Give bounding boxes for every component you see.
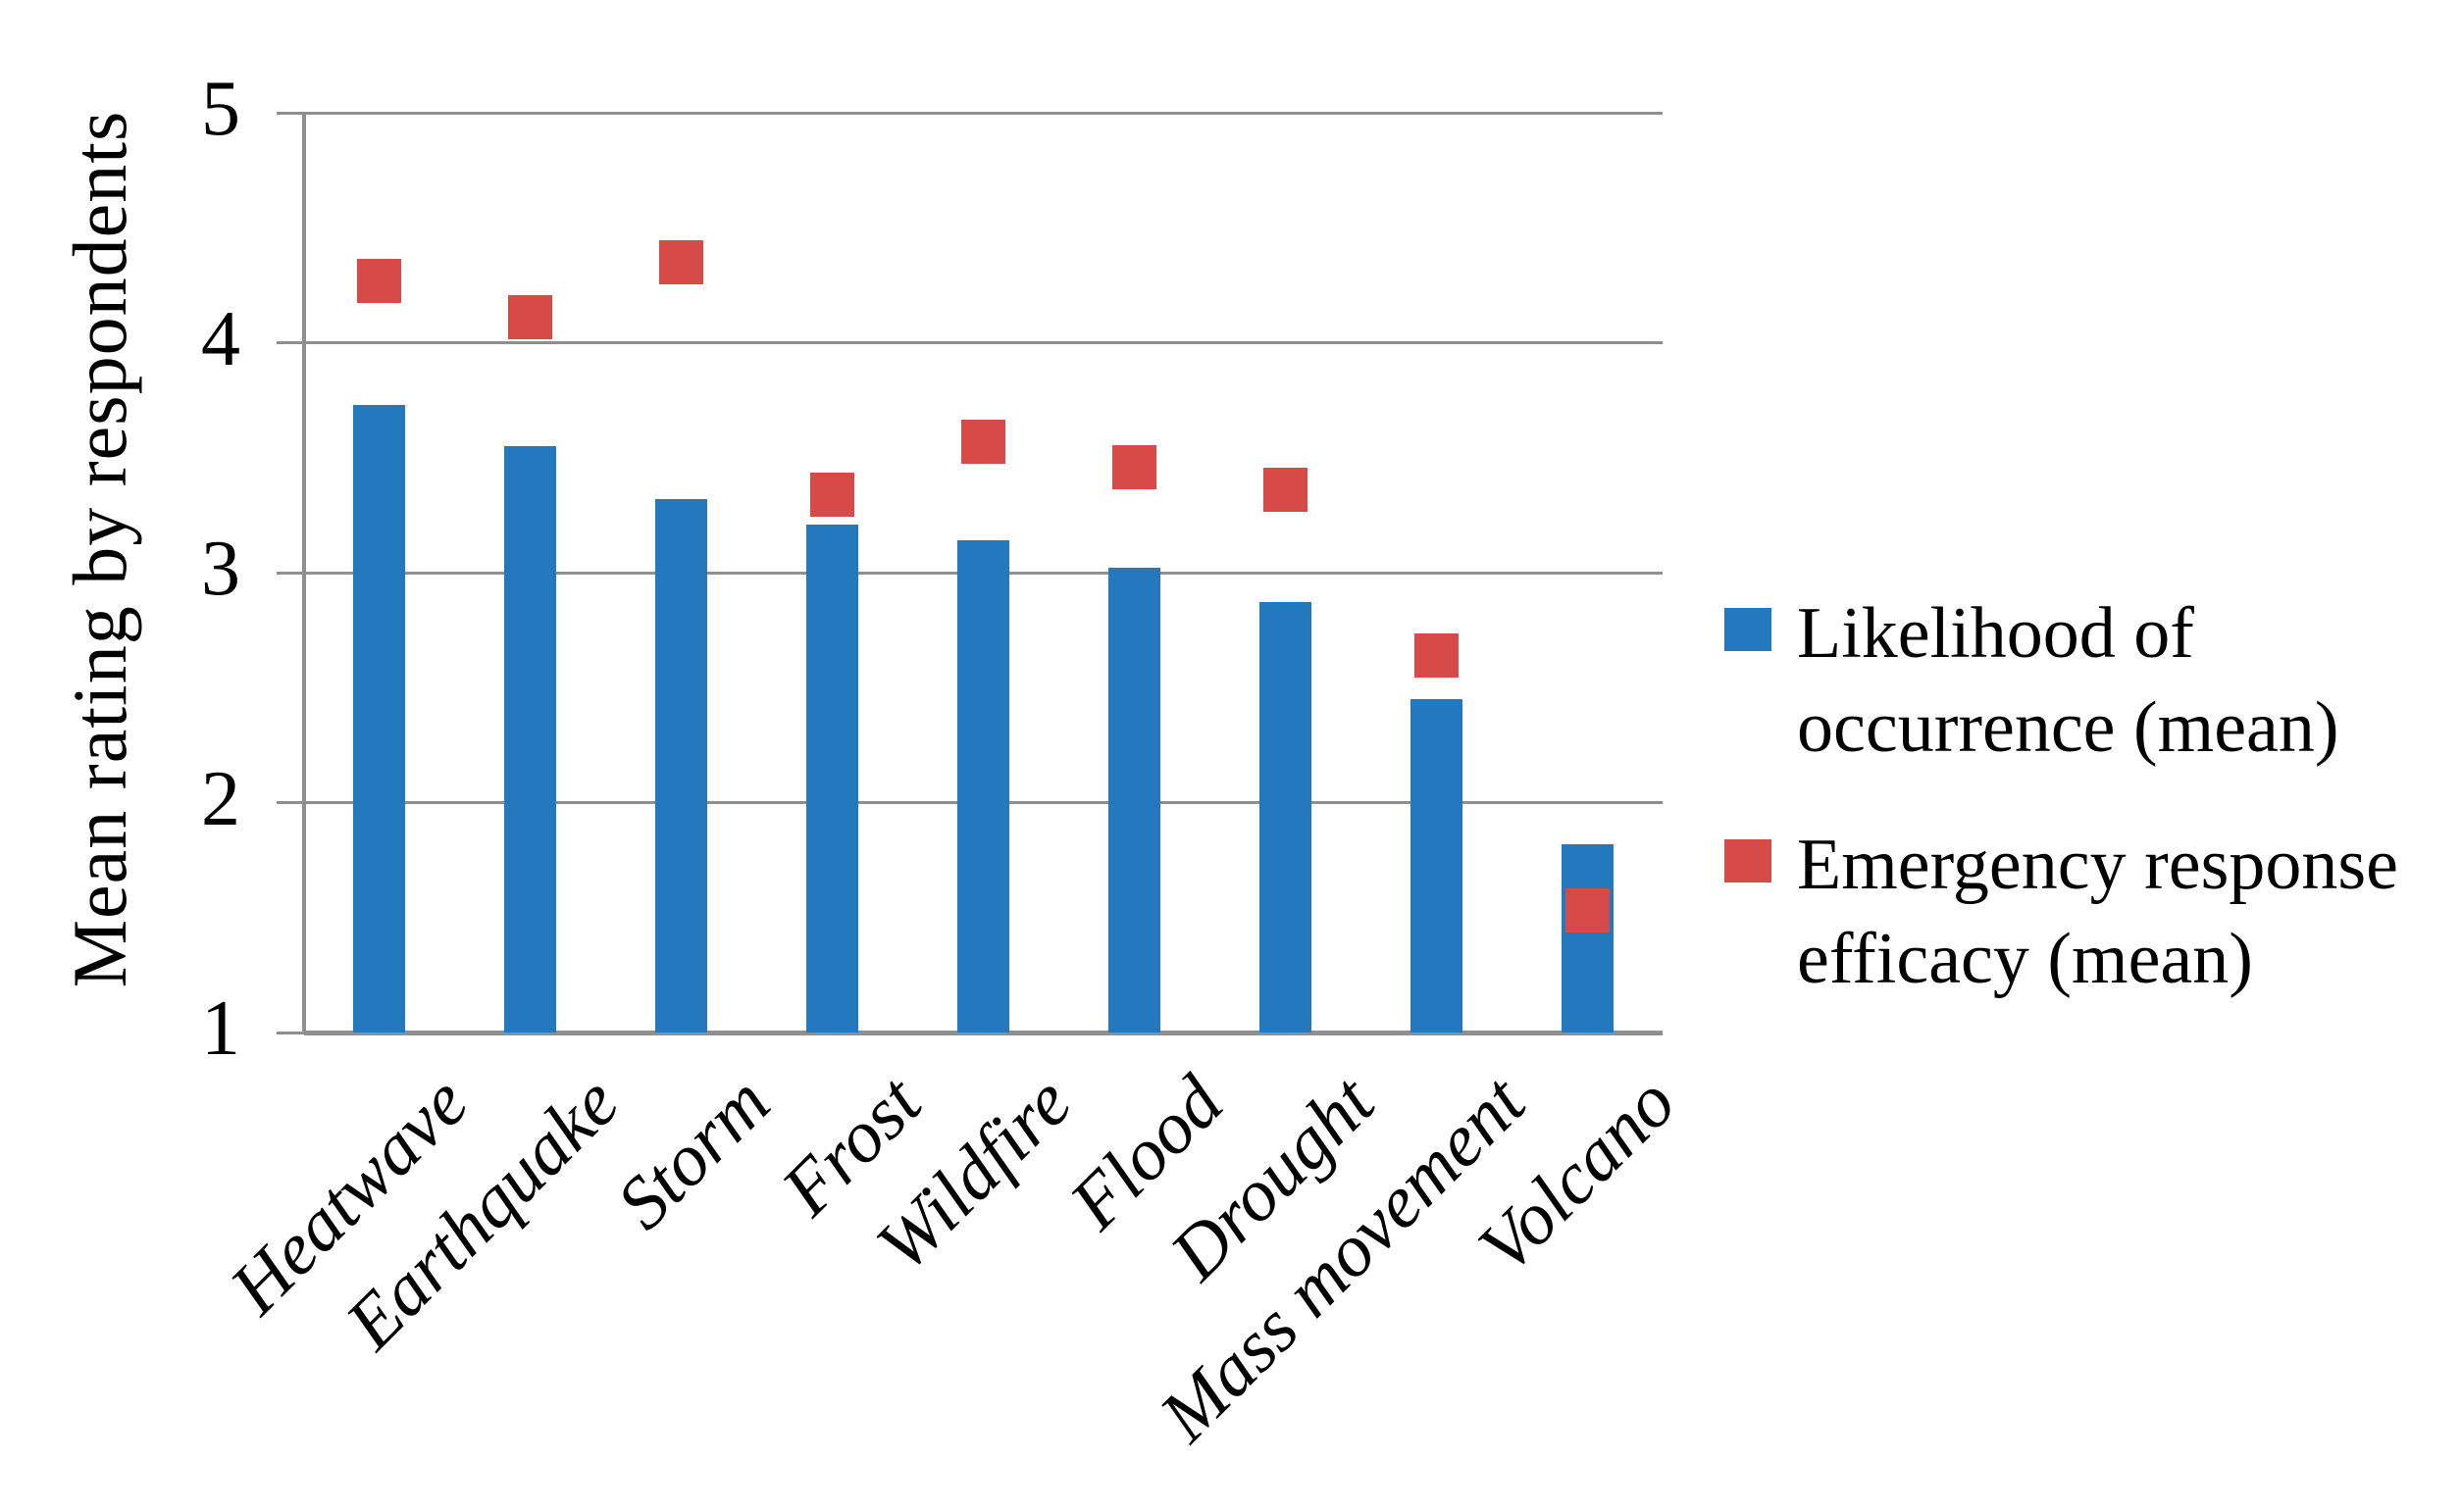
gridline-y-5 (304, 111, 1663, 115)
marker-earthquake (508, 295, 553, 340)
legend-item-emergency: Emergency response efficacy (mean) (1724, 818, 2398, 1006)
legend: Likelihood of occurrence (mean) Emergenc… (1724, 586, 2398, 1006)
y-tick-mark (277, 1031, 306, 1034)
legend-swatch-red-square-icon (1724, 839, 1771, 882)
y-tick-label: 4 (201, 295, 240, 382)
legend-label-line: Likelihood of (1797, 593, 2194, 674)
legend-swatch-blue-square-icon (1724, 608, 1771, 651)
marker-mass-movement (1413, 632, 1459, 678)
legend-label-line: efficacy (mean) (1797, 919, 2253, 999)
marker-storm (659, 239, 704, 284)
y-axis-line (302, 112, 306, 1034)
y-tick-mark (277, 801, 306, 804)
bar-volcano (1561, 843, 1614, 1033)
y-tick-mark (277, 341, 306, 344)
category-label-storm: Storm (601, 1060, 786, 1245)
legend-label-emergency: Emergency response efficacy (mean) (1797, 818, 2398, 1006)
bar-heatwave (353, 404, 406, 1033)
marker-frost (810, 472, 855, 517)
bar-earthquake (504, 446, 557, 1033)
bar-storm (655, 498, 708, 1033)
legend-item-likelihood: Likelihood of occurrence (mean) (1724, 586, 2398, 775)
y-tick-mark (277, 111, 306, 115)
bar-mass-movement (1410, 698, 1462, 1033)
marker-heatwave (357, 258, 402, 303)
bar-frost (806, 524, 859, 1033)
marker-drought (1262, 468, 1307, 513)
bar-drought (1258, 602, 1311, 1033)
y-tick-label: 1 (201, 984, 240, 1072)
gridline-y-1 (304, 1031, 1663, 1035)
bar-flood (1107, 568, 1160, 1033)
marker-flood (1111, 444, 1156, 489)
legend-label-likelihood: Likelihood of occurrence (mean) (1797, 586, 2339, 775)
legend-label-line: Emergency response (1797, 825, 2399, 905)
marker-wildfire (961, 419, 1005, 464)
gridline-y-4 (304, 341, 1663, 344)
y-tick-label: 2 (201, 755, 240, 842)
y-tick-label: 3 (201, 525, 240, 612)
marker-volcano (1564, 888, 1610, 933)
y-tick-label: 5 (201, 65, 240, 152)
legend-label-line: occurrence (mean) (1797, 687, 2339, 768)
bar-wildfire (957, 540, 1009, 1033)
y-tick-mark (277, 571, 306, 575)
